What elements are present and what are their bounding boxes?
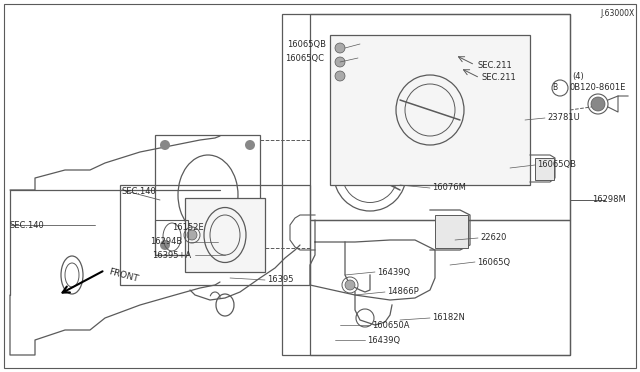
Text: 0B120-8601E: 0B120-8601E xyxy=(570,83,627,93)
Text: J.63000X: J.63000X xyxy=(600,9,634,18)
Circle shape xyxy=(245,140,255,150)
Text: 23781U: 23781U xyxy=(547,113,580,122)
Text: 16298M: 16298M xyxy=(592,196,626,205)
Text: 16439Q: 16439Q xyxy=(367,336,400,344)
Text: 16294B: 16294B xyxy=(150,237,182,247)
Circle shape xyxy=(335,43,345,53)
Text: 160650A: 160650A xyxy=(372,321,410,330)
Circle shape xyxy=(591,97,605,111)
Bar xyxy=(435,215,468,248)
Circle shape xyxy=(245,240,255,250)
Circle shape xyxy=(335,57,345,67)
Text: 16439Q: 16439Q xyxy=(377,267,410,276)
Text: 14866P: 14866P xyxy=(387,288,419,296)
Text: 16065Q: 16065Q xyxy=(477,257,510,266)
Text: B: B xyxy=(552,83,557,93)
Text: SEC.140: SEC.140 xyxy=(10,221,45,230)
Bar xyxy=(310,14,570,220)
Circle shape xyxy=(187,230,197,240)
Bar xyxy=(535,158,554,180)
Text: 16395+A: 16395+A xyxy=(152,250,191,260)
Text: SEC.211: SEC.211 xyxy=(482,74,516,83)
Bar xyxy=(155,220,188,255)
Circle shape xyxy=(160,140,170,150)
Bar xyxy=(155,135,260,255)
Text: SEC.211: SEC.211 xyxy=(477,61,512,70)
Bar xyxy=(120,185,310,285)
Circle shape xyxy=(335,71,345,81)
Text: SEC.140: SEC.140 xyxy=(122,187,157,196)
Text: 16065QC: 16065QC xyxy=(285,54,324,62)
Bar xyxy=(310,220,570,355)
Circle shape xyxy=(345,280,355,290)
Bar xyxy=(330,35,530,185)
Text: FRONT: FRONT xyxy=(108,267,140,283)
Text: 22620: 22620 xyxy=(480,234,506,243)
Text: 16182N: 16182N xyxy=(432,314,465,323)
Text: 16076M: 16076M xyxy=(432,183,466,192)
Text: 16152E: 16152E xyxy=(172,224,204,232)
Bar xyxy=(185,198,265,272)
Text: 16065QB: 16065QB xyxy=(287,39,326,48)
Circle shape xyxy=(160,240,170,250)
Text: (4): (4) xyxy=(572,71,584,80)
Text: 16065QB: 16065QB xyxy=(537,160,576,170)
Text: 16395: 16395 xyxy=(267,276,294,285)
Bar xyxy=(282,14,570,355)
